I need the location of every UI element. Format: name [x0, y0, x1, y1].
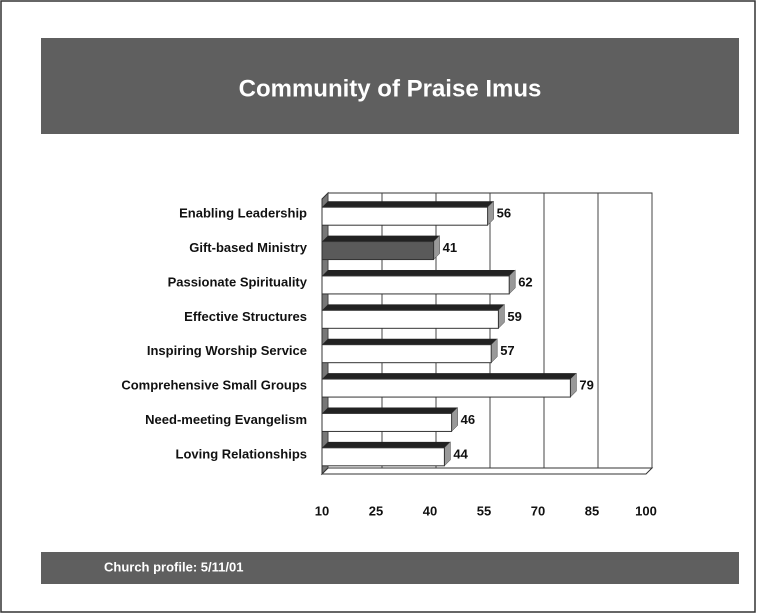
title-banner — [41, 38, 739, 134]
bar — [321, 447, 445, 467]
bar — [321, 275, 510, 295]
bar — [321, 412, 453, 432]
x-tick-label: 55 — [477, 503, 491, 518]
bar-top — [322, 407, 458, 414]
x-tick-label: 100 — [635, 503, 657, 518]
bar-top — [322, 373, 577, 380]
data-label: 46 — [461, 412, 475, 427]
y-tick-label: Enabling Leadership — [179, 206, 307, 221]
bar-top — [322, 304, 505, 311]
x-tick-label: 25 — [369, 503, 383, 518]
x-tick-label: 10 — [315, 503, 329, 518]
y-tick-label: Comprehensive Small Groups — [121, 378, 307, 393]
data-label: 59 — [507, 309, 521, 324]
data-label: 56 — [497, 206, 511, 221]
y-tick-label: Need-meeting Evangelism — [145, 412, 307, 427]
data-label: 44 — [453, 446, 468, 461]
bar — [321, 206, 489, 226]
y-tick-label: Gift-based Ministry — [189, 240, 308, 255]
data-label: 57 — [500, 343, 514, 358]
x-tick-label: 70 — [531, 503, 545, 518]
plot-floor — [320, 467, 654, 475]
bar — [321, 344, 492, 364]
x-tick-label: 40 — [423, 503, 437, 518]
bar-top — [322, 441, 451, 448]
bar-top — [322, 201, 494, 208]
footer: Church profile: 5/11/01 — [104, 559, 243, 574]
bar-top — [322, 235, 440, 242]
bar — [321, 241, 435, 261]
x-tick-label: 85 — [585, 503, 599, 518]
bar — [321, 378, 571, 398]
y-tick-label: Inspiring Worship Service — [147, 343, 307, 358]
bar-top — [322, 338, 498, 345]
data-label: 41 — [443, 240, 457, 255]
bar-top — [322, 269, 516, 276]
data-label: 79 — [579, 378, 593, 393]
y-tick-label: Passionate Spirituality — [168, 274, 308, 289]
bar — [321, 309, 499, 329]
data-label: 62 — [518, 274, 532, 289]
chart-title: Community of Praise Imus — [239, 75, 542, 102]
y-tick-label: Effective Structures — [184, 309, 307, 324]
y-tick-label: Loving Relationships — [176, 446, 307, 461]
footer-banner — [41, 552, 739, 584]
